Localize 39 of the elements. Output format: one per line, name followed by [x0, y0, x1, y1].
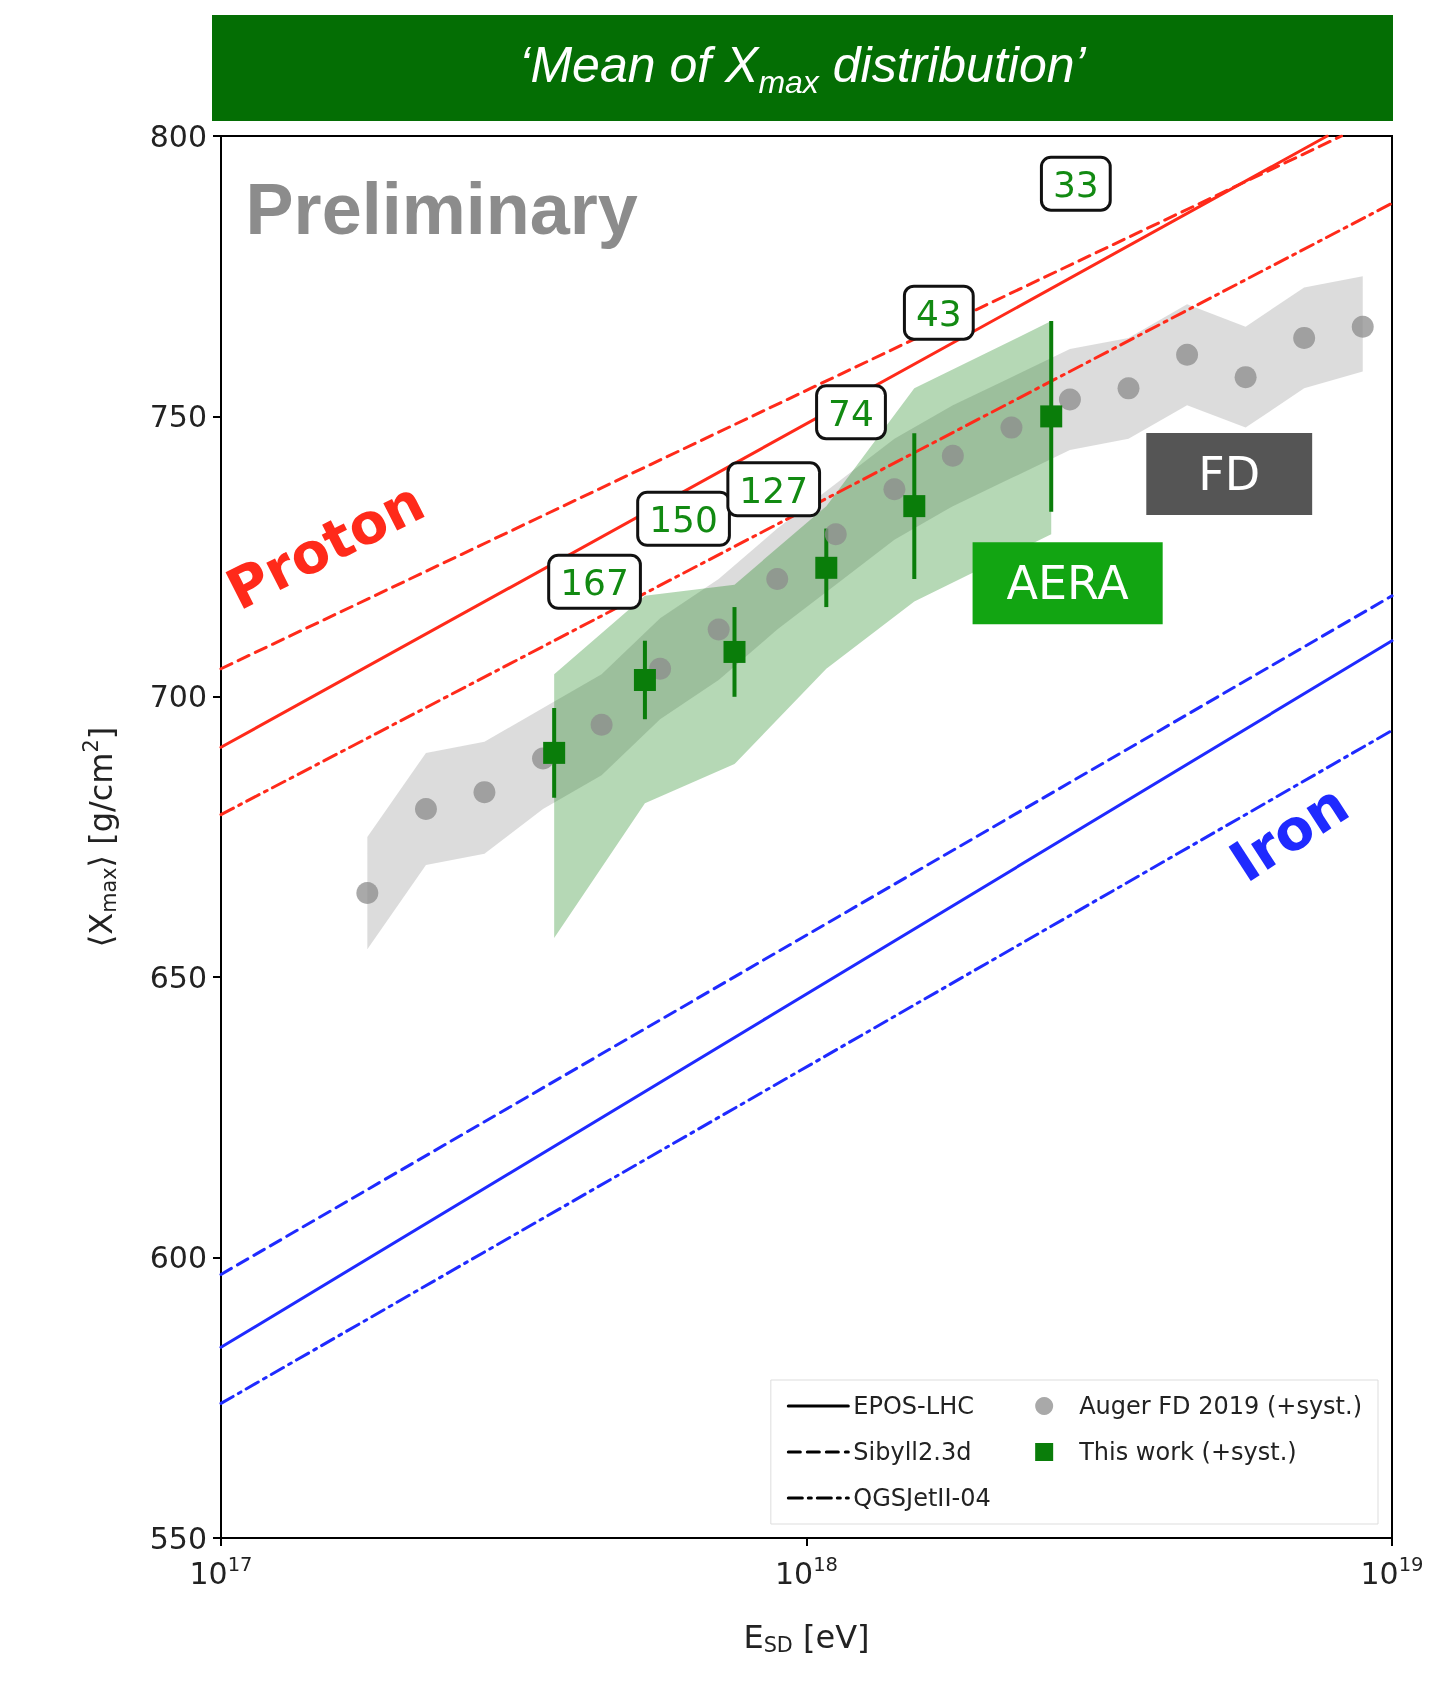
point — [1117, 377, 1140, 400]
y-axis-title: ⟨Xmax⟩ [g/cm2] — [79, 726, 121, 948]
annotation: AERA — [1006, 556, 1130, 611]
point — [1351, 315, 1374, 338]
y-tick-label: 800 — [149, 118, 207, 154]
legend-label: Sibyll2.3d — [853, 1438, 972, 1466]
chart-title: ‘Mean of X$_{max}$ distribution’ — [519, 35, 1086, 101]
legend-label: Auger FD 2019 (+syst.) — [1079, 1392, 1363, 1420]
point — [766, 568, 789, 591]
point — [1058, 388, 1081, 411]
y-tick-label: 650 — [149, 959, 207, 995]
y-tick-label: 750 — [149, 398, 207, 434]
point — [473, 781, 496, 804]
point — [590, 713, 613, 736]
point — [824, 523, 847, 546]
legend-label: EPOS-LHC — [853, 1392, 974, 1420]
y-tick-label: 700 — [149, 679, 207, 715]
annotation: Preliminary — [245, 168, 638, 249]
point — [883, 478, 906, 501]
point — [1176, 343, 1199, 366]
point — [1293, 326, 1316, 349]
annotation: 74 — [828, 392, 874, 434]
annotation: 150 — [649, 499, 718, 541]
point — [941, 444, 964, 467]
annotation: Iron — [1218, 770, 1360, 895]
y-tick-label: 550 — [149, 1520, 207, 1556]
annotation: 43 — [915, 293, 962, 335]
annotation: 167 — [560, 562, 629, 604]
annotation: 33 — [1052, 164, 1099, 206]
point — [414, 797, 437, 820]
point — [1000, 416, 1023, 439]
y-tick-label: 600 — [149, 1240, 207, 1276]
point — [707, 618, 730, 641]
annotation: 127 — [739, 469, 809, 511]
point — [356, 882, 379, 905]
legend-label: QGSJetII-04 — [853, 1484, 991, 1512]
point — [1234, 366, 1257, 389]
annotation: FD — [1198, 446, 1261, 501]
legend-label: This work (+syst.) — [1078, 1438, 1297, 1466]
